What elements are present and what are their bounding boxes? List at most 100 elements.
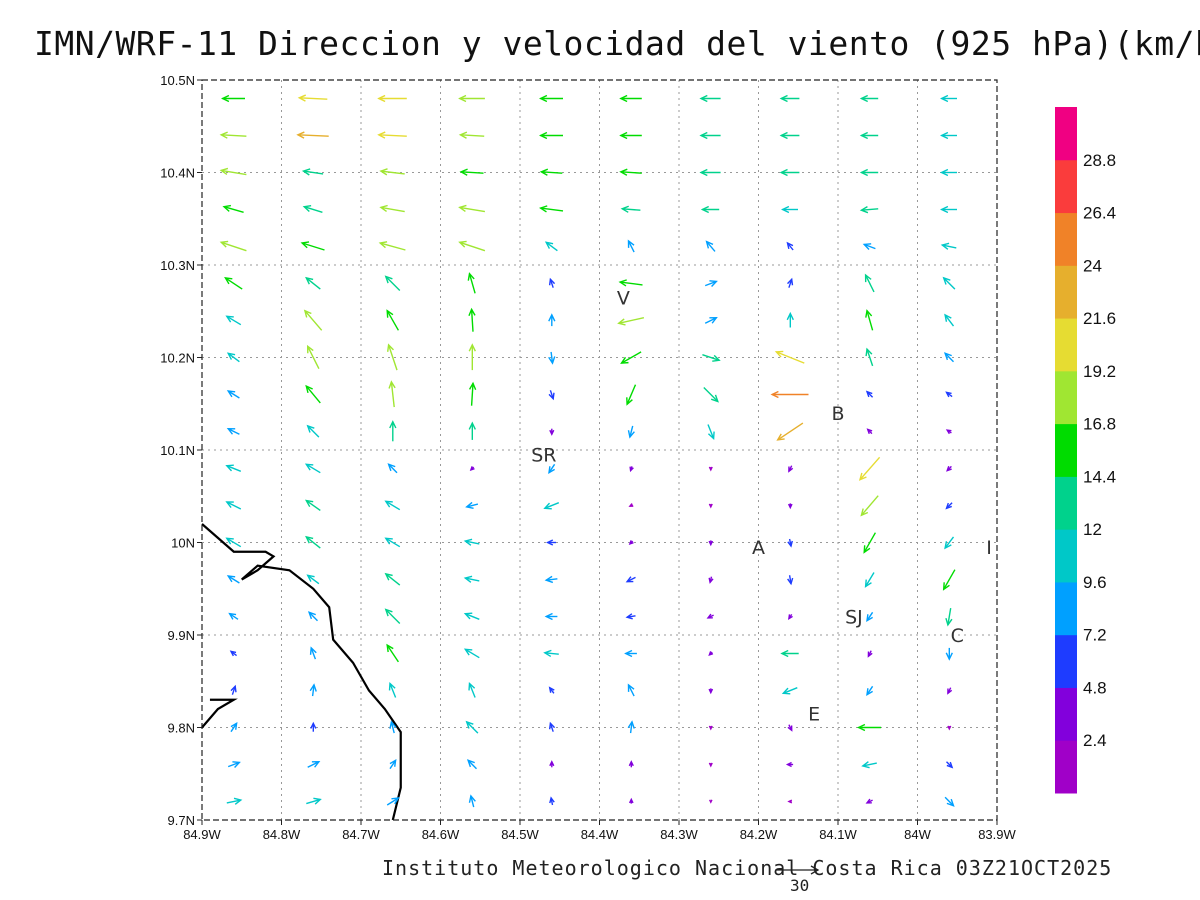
- wind-arrow: [309, 683, 317, 697]
- x-axis-ticks: 84.9W 84.8W 84.7W 84.6W 84.5W 84.4W 84.3W 84.2W…: [183, 820, 1017, 842]
- wind-arrow: [303, 309, 323, 331]
- wind-arrow: [865, 390, 874, 398]
- wind-arrow: [943, 352, 954, 363]
- wind-arrow: [379, 168, 405, 176]
- wind-arrow: [305, 276, 321, 290]
- colorbar-segment: [1055, 740, 1077, 794]
- wind-arrow: [301, 168, 324, 176]
- grid-lines: [202, 80, 997, 820]
- wind-arrow: [780, 649, 799, 658]
- wind-arrow: [458, 94, 485, 103]
- wind-arrow: [786, 311, 794, 328]
- x-tick-label: 84.4W: [581, 827, 619, 842]
- wind-arrow: [548, 351, 556, 365]
- wind-arrow: [463, 575, 480, 583]
- wind-arrow: [779, 94, 800, 103]
- wind-arrow: [307, 760, 321, 768]
- colorbar-label: 14.4: [1083, 467, 1116, 486]
- wind-arrow: [538, 94, 563, 103]
- wind-arrow: [388, 380, 396, 408]
- colorbar-segment: [1055, 212, 1077, 266]
- coastline: [201, 523, 402, 821]
- colorbar-label: 12: [1083, 520, 1102, 539]
- wind-arrow: [469, 466, 475, 472]
- x-tick-label: 84.6W: [422, 827, 460, 842]
- wind-arrow: [549, 428, 555, 436]
- wind-arrow: [549, 796, 555, 806]
- wind-arrow: [220, 94, 245, 103]
- wind-arrow: [707, 424, 715, 440]
- wind-arrow: [628, 503, 634, 507]
- wind-arrow: [625, 576, 636, 583]
- place-label: E: [808, 704, 820, 726]
- y-tick-label: 10.4N: [160, 166, 195, 181]
- y-tick-label: 9.7N: [168, 813, 195, 828]
- wind-arrow: [628, 797, 634, 804]
- wind-arrow: [708, 651, 714, 657]
- x-tick-label: 84.1W: [819, 827, 857, 842]
- wind-arrow: [544, 575, 558, 584]
- wind-arrow: [296, 131, 329, 139]
- wind-arrow: [786, 241, 794, 251]
- wind-arrow: [386, 309, 400, 331]
- wind-arrow: [388, 682, 397, 698]
- wind-arrow: [458, 240, 486, 252]
- wind-arrow: [946, 465, 952, 472]
- wind-arrow: [942, 569, 956, 591]
- wind-arrow: [387, 463, 398, 474]
- wind-arrow: [226, 352, 240, 363]
- x-tick-label: 84.9W: [183, 827, 221, 842]
- wind-arrow: [544, 241, 558, 252]
- colorbar-segment: [1055, 318, 1077, 372]
- wind-arrow: [942, 276, 956, 290]
- place-label: SR: [531, 445, 556, 467]
- wind-arrow: [549, 760, 555, 768]
- y-tick-label: 10.1N: [160, 443, 195, 458]
- wind-arrow: [946, 761, 954, 769]
- wind-arrow: [389, 420, 397, 442]
- place-label: B: [831, 403, 844, 425]
- wind-arrow: [770, 390, 809, 399]
- wind-arrow: [544, 612, 558, 621]
- scale-arrow-label: 30: [790, 876, 810, 895]
- colorbar-label: 16.8: [1083, 415, 1116, 434]
- credit-text: Instituto Meteorologico Nacional Costa R…: [382, 856, 1113, 880]
- wind-arrow: [944, 796, 955, 807]
- wind-arrow: [708, 688, 714, 695]
- wind-arrow: [774, 350, 805, 364]
- wind-arrow: [939, 205, 957, 214]
- wind-arrow: [386, 643, 399, 663]
- wind-arrow: [862, 243, 876, 250]
- wind-arrow: [699, 94, 721, 103]
- wind-arrow: [226, 427, 240, 435]
- wind-arrow: [466, 759, 477, 770]
- wind-arrow: [467, 272, 476, 294]
- place-label: V: [617, 287, 630, 309]
- colorbar-segment: [1055, 529, 1077, 583]
- place-label: I: [986, 537, 992, 559]
- wind-arrow: [700, 205, 720, 214]
- wind-arrow: [309, 646, 317, 660]
- wind-arrow: [781, 687, 798, 695]
- wind-arrow: [389, 720, 397, 734]
- wind-arrow: [779, 131, 800, 140]
- wind-arrow: [378, 241, 406, 251]
- wind-arrow: [384, 275, 401, 291]
- wind-arrow: [468, 381, 477, 406]
- wind-arrow: [306, 344, 320, 370]
- wind-arrow: [776, 422, 804, 441]
- wind-arrow: [539, 205, 564, 213]
- x-tick-label: 84.7W: [342, 827, 380, 842]
- colorbar-segment: [1055, 370, 1077, 425]
- wind-arrow: [858, 456, 881, 481]
- wind-arrow: [709, 799, 713, 804]
- wind-arrow: [945, 502, 953, 510]
- wind-arrow: [225, 464, 242, 472]
- wind-arrow: [864, 572, 875, 588]
- wind-arrow: [463, 538, 480, 546]
- wind-arrow: [465, 501, 479, 510]
- x-tick-label: 83.9W: [978, 827, 1016, 842]
- wind-arrow: [548, 463, 556, 475]
- wind-arrow: [384, 572, 401, 586]
